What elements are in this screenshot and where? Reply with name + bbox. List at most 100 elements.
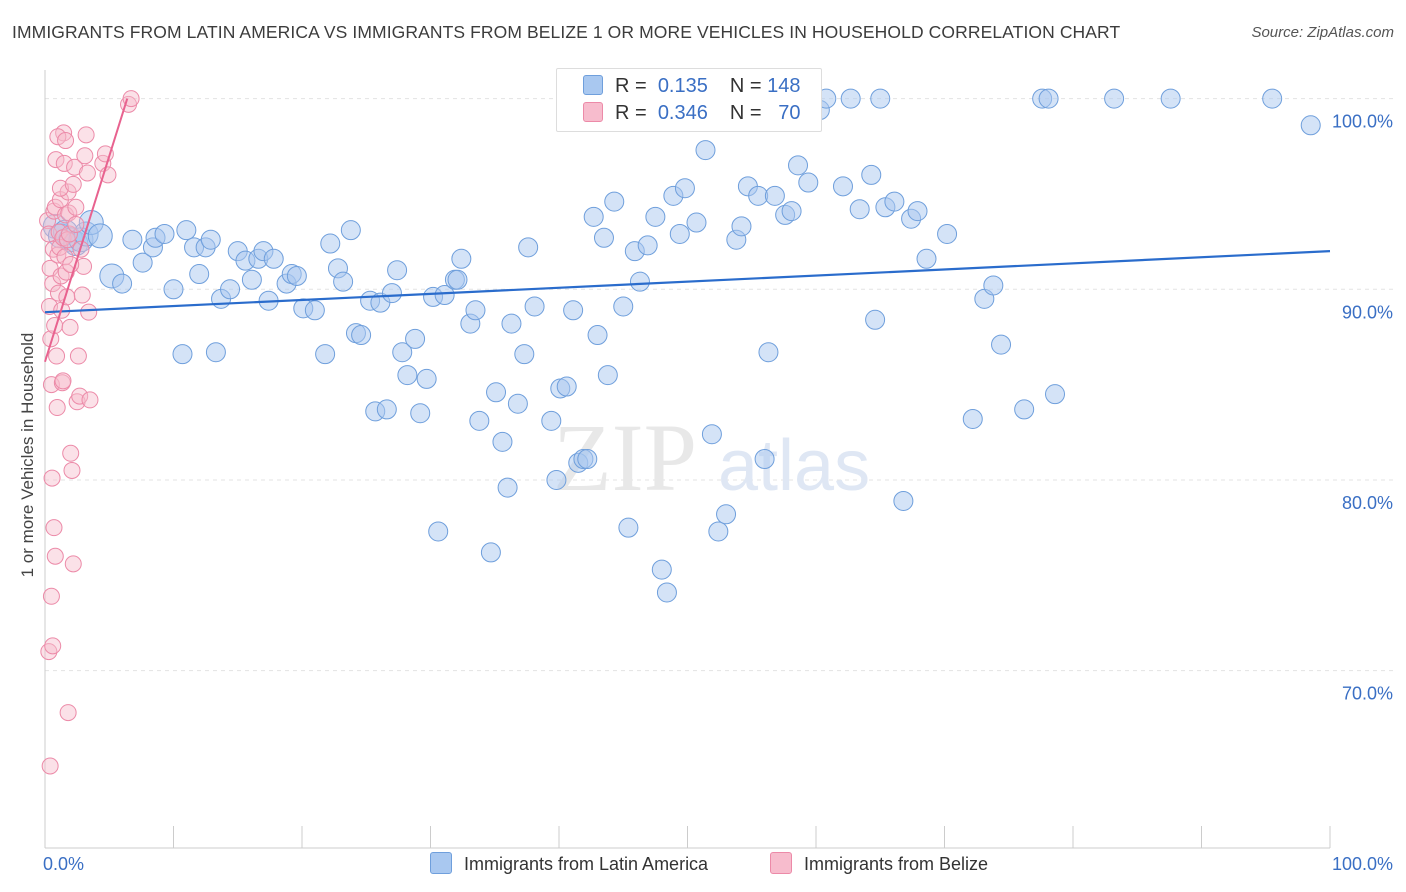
r-value-belize: 0.346 <box>657 102 708 124</box>
n-label: N = <box>729 75 762 97</box>
latin-america-point <box>501 313 522 334</box>
belize-point <box>73 286 91 304</box>
belize-point <box>51 179 69 197</box>
latin-america-point <box>645 206 666 227</box>
y-tick-label: 100.0% <box>1332 112 1393 132</box>
latin-america-point <box>397 365 418 386</box>
latin-america-point <box>87 223 113 249</box>
latin-america-point <box>514 344 535 365</box>
latin-america-point <box>154 223 175 244</box>
belize-point <box>47 151 65 169</box>
latin-america-points <box>42 88 1321 603</box>
latin-america-point <box>497 477 518 498</box>
latin-america-point <box>263 248 284 269</box>
latin-america-point <box>884 191 905 212</box>
latin-america-point <box>754 449 775 469</box>
latin-america-point <box>832 176 853 197</box>
latin-america-point <box>1160 88 1181 109</box>
belize-point <box>78 164 96 182</box>
latin-america-point <box>937 223 958 244</box>
latin-america-point <box>524 296 545 317</box>
latin-america-point <box>486 382 507 403</box>
latin-america-point <box>788 155 809 176</box>
latin-america-point <box>451 248 472 269</box>
latin-america-point <box>798 172 819 193</box>
latin-america-point <box>176 220 197 241</box>
latin-america-point <box>381 283 402 304</box>
belize-point <box>62 444 80 462</box>
latin-america-point <box>1104 88 1125 109</box>
latin-america-point <box>656 582 677 603</box>
latin-america-point <box>132 252 153 273</box>
stats-legend-row-belize: R = 0.346 N = 70 <box>583 102 800 125</box>
belize-point <box>49 128 67 146</box>
latin-america-point <box>546 469 567 490</box>
belize-point <box>46 547 64 565</box>
latin-america-point <box>637 235 658 256</box>
legend-item-latin-america: Immigrants from Latin America <box>430 852 708 875</box>
belize-point <box>54 372 72 390</box>
latin-america-point <box>492 431 513 452</box>
latin-america-point <box>781 201 802 222</box>
r-label: R = <box>615 102 647 124</box>
latin-america-point <box>865 309 886 330</box>
latin-america-point <box>304 300 325 321</box>
latin-america-point <box>701 424 722 445</box>
latin-america-point <box>200 229 221 250</box>
latin-america-point <box>172 344 193 365</box>
latin-america-point <box>220 279 241 300</box>
latin-america-point <box>731 216 752 237</box>
stats-legend: R = 0.135 N = 148 R = 0.346 N = 70 <box>556 68 822 132</box>
latin-america-point <box>563 300 584 321</box>
belize-point <box>80 303 98 321</box>
latin-america-point <box>907 201 928 222</box>
latin-america-point <box>587 325 608 346</box>
latin-america-point <box>716 504 737 525</box>
latin-america-point <box>695 140 716 161</box>
latin-america-point <box>507 393 528 414</box>
grid-lines <box>45 98 1395 672</box>
belize-point <box>69 347 87 365</box>
latin-america-point <box>583 206 604 227</box>
blue-legend-swatch-icon <box>430 852 452 874</box>
latin-america-point <box>465 300 486 321</box>
latin-america-point <box>629 271 650 292</box>
trend-lines <box>44 98 1331 363</box>
r-label: R = <box>615 75 647 97</box>
source-credit: Source: ZipAtlas.com <box>1251 24 1394 41</box>
x-tick-label-max: 100.0% <box>1332 854 1393 874</box>
belize-point <box>57 132 75 150</box>
latin-america-point <box>916 248 937 269</box>
latin-america-point <box>315 344 336 365</box>
latin-america-trend-line <box>44 250 1331 314</box>
watermark-atlas: atlas <box>718 426 870 506</box>
legend-label-belize: Immigrants from Belize <box>804 854 989 874</box>
latin-america-point <box>604 191 625 212</box>
belize-point <box>122 90 140 108</box>
latin-america-point <box>163 279 184 300</box>
latin-america-point <box>686 212 707 233</box>
belize-point <box>42 587 60 605</box>
latin-america-point <box>1014 399 1035 420</box>
y-tick-label: 90.0% <box>1342 302 1393 322</box>
latin-america-point <box>1300 115 1321 136</box>
latin-america-point <box>674 178 695 199</box>
latin-america-point <box>392 342 413 363</box>
belize-point <box>66 158 84 176</box>
latin-america-point <box>983 275 1004 296</box>
latin-america-point <box>593 227 614 248</box>
latin-america-point <box>428 521 449 542</box>
x-tick-label-min: 0.0% <box>43 854 84 874</box>
latin-america-point <box>962 408 983 429</box>
latin-america-point <box>387 260 408 281</box>
belize-point <box>61 318 79 336</box>
latin-america-point <box>518 237 539 258</box>
latin-america-point <box>893 490 914 511</box>
latin-america-point <box>764 185 785 206</box>
latin-america-point <box>469 410 490 431</box>
latin-america-point <box>861 164 882 185</box>
latin-america-point <box>556 376 577 397</box>
y-tick-label: 70.0% <box>1342 684 1393 704</box>
latin-america-point <box>651 559 672 580</box>
belize-point <box>76 147 94 165</box>
